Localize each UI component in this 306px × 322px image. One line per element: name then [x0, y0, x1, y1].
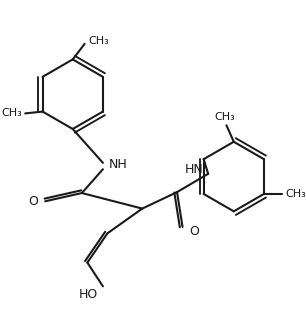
Text: HN: HN [185, 163, 203, 176]
Text: HO: HO [79, 288, 98, 301]
Text: NH: NH [108, 158, 127, 171]
Text: CH₃: CH₃ [2, 109, 22, 118]
Text: O: O [189, 225, 199, 238]
Text: CH₃: CH₃ [88, 36, 109, 46]
Text: CH₃: CH₃ [214, 112, 235, 122]
Text: CH₃: CH₃ [286, 189, 306, 199]
Text: O: O [28, 195, 38, 208]
